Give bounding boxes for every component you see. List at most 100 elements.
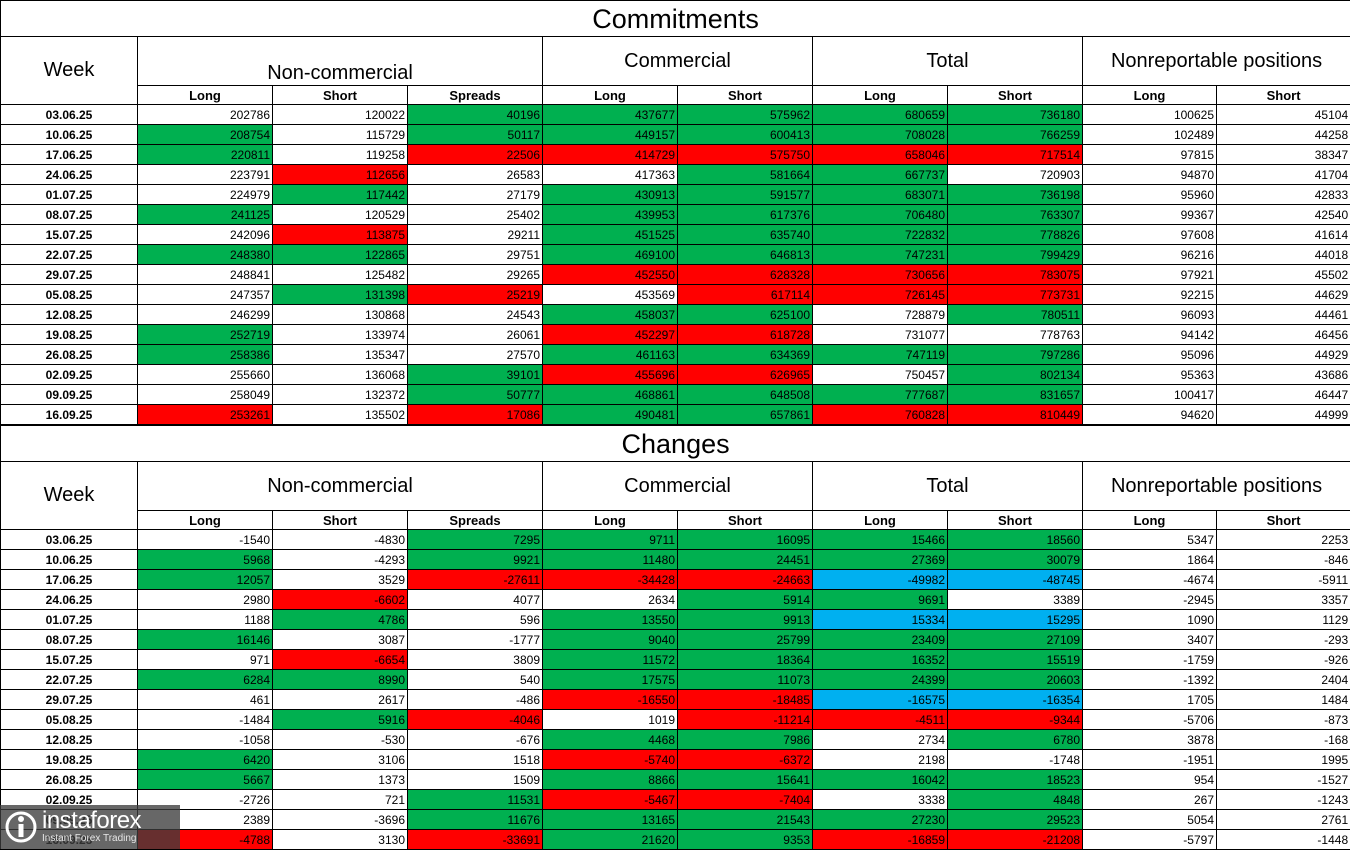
value-cell: 3130 <box>273 830 408 850</box>
value-cell: -5467 <box>543 790 678 810</box>
value-cell: 5667 <box>138 770 273 790</box>
commitments-table: Commitments Week Non-commercial Commerci… <box>0 0 1350 425</box>
week-cell: 17.06.25 <box>1 570 138 590</box>
value-cell: 40196 <box>408 105 543 125</box>
value-cell: -1777 <box>408 630 543 650</box>
value-cell: -6654 <box>273 650 408 670</box>
value-cell: 777687 <box>813 385 948 405</box>
value-cell: 122865 <box>273 245 408 265</box>
value-cell: 253261 <box>138 405 273 425</box>
value-cell: 29751 <box>408 245 543 265</box>
value-cell: 6420 <box>138 750 273 770</box>
subheader: Long <box>138 511 273 530</box>
subheader: Long <box>138 86 273 105</box>
value-cell: 9353 <box>678 830 813 850</box>
value-cell: 248380 <box>138 245 273 265</box>
week-cell: 17.06.25 <box>1 145 138 165</box>
week-header: Week <box>1 37 138 105</box>
value-cell: 2404 <box>1217 670 1350 690</box>
value-cell: 267 <box>1083 790 1217 810</box>
value-cell: -16354 <box>948 690 1083 710</box>
value-cell: 7295 <box>408 530 543 550</box>
group-total: Total <box>813 462 1083 511</box>
value-cell: 45104 <box>1217 105 1350 125</box>
subheader: Short <box>948 511 1083 530</box>
value-cell: -24663 <box>678 570 813 590</box>
week-cell: 16.09.25 <box>1 405 138 425</box>
value-cell: 797286 <box>948 345 1083 365</box>
value-cell: 17086 <box>408 405 543 425</box>
value-cell: 9921 <box>408 550 543 570</box>
value-cell: -1392 <box>1083 670 1217 690</box>
value-cell: 46456 <box>1217 325 1350 345</box>
value-cell: 600413 <box>678 125 813 145</box>
group-commercial: Commercial <box>543 462 813 511</box>
value-cell: 8866 <box>543 770 678 790</box>
value-cell: 24543 <box>408 305 543 325</box>
week-cell: 15.07.25 <box>1 650 138 670</box>
value-cell: -1527 <box>1217 770 1350 790</box>
value-cell: 15641 <box>678 770 813 790</box>
value-cell: 29523 <box>948 810 1083 830</box>
logo-tagline: Instant Forex Trading <box>42 833 141 845</box>
value-cell: 667737 <box>813 165 948 185</box>
value-cell: 810449 <box>948 405 1083 425</box>
value-cell: 44629 <box>1217 285 1350 305</box>
value-cell: 1509 <box>408 770 543 790</box>
value-cell: 1995 <box>1217 750 1350 770</box>
value-cell: 208754 <box>138 125 273 145</box>
value-cell: -1448 <box>1217 830 1350 850</box>
value-cell: 626965 <box>678 365 813 385</box>
value-cell: 1188 <box>138 610 273 630</box>
value-cell: 3878 <box>1083 730 1217 750</box>
value-cell: 417363 <box>543 165 678 185</box>
value-cell: 954 <box>1083 770 1217 790</box>
value-cell: -16859 <box>813 830 948 850</box>
value-cell: -16550 <box>543 690 678 710</box>
value-cell: -4674 <box>1083 570 1217 590</box>
value-cell: 452297 <box>543 325 678 345</box>
value-cell: -5911 <box>1217 570 1350 590</box>
value-cell: 9691 <box>813 590 948 610</box>
value-cell: 750457 <box>813 365 948 385</box>
value-cell: 469100 <box>543 245 678 265</box>
value-cell: 5968 <box>138 550 273 570</box>
value-cell: 760828 <box>813 405 948 425</box>
subheader: Short <box>1217 86 1350 105</box>
value-cell: 50117 <box>408 125 543 145</box>
week-cell: 12.08.25 <box>1 730 138 750</box>
subheader: Long <box>1083 86 1217 105</box>
value-cell: -33691 <box>408 830 543 850</box>
value-cell: 778826 <box>948 225 1083 245</box>
value-cell: 1864 <box>1083 550 1217 570</box>
value-cell: 95960 <box>1083 185 1217 205</box>
value-cell: 241125 <box>138 205 273 225</box>
value-cell: 1373 <box>273 770 408 790</box>
instaforex-logo-icon <box>4 810 38 844</box>
value-cell: 455696 <box>543 365 678 385</box>
value-cell: 766259 <box>948 125 1083 145</box>
group-non-commercial: Non-commercial <box>138 37 543 86</box>
logo-text: instaforex Instant Forex Trading <box>42 809 141 845</box>
week-cell: 29.07.25 <box>1 265 138 285</box>
value-cell: -4830 <box>273 530 408 550</box>
value-cell: -5706 <box>1083 710 1217 730</box>
value-cell: 94870 <box>1083 165 1217 185</box>
value-cell: 131398 <box>273 285 408 305</box>
value-cell: 731077 <box>813 325 948 345</box>
value-cell: 26583 <box>408 165 543 185</box>
value-cell: 5347 <box>1083 530 1217 550</box>
value-cell: 3407 <box>1083 630 1217 650</box>
value-cell: 783075 <box>948 265 1083 285</box>
value-cell: 38347 <box>1217 145 1350 165</box>
value-cell: 706480 <box>813 205 948 225</box>
week-cell: 22.07.25 <box>1 670 138 690</box>
value-cell: 255660 <box>138 365 273 385</box>
value-cell: 708028 <box>813 125 948 145</box>
